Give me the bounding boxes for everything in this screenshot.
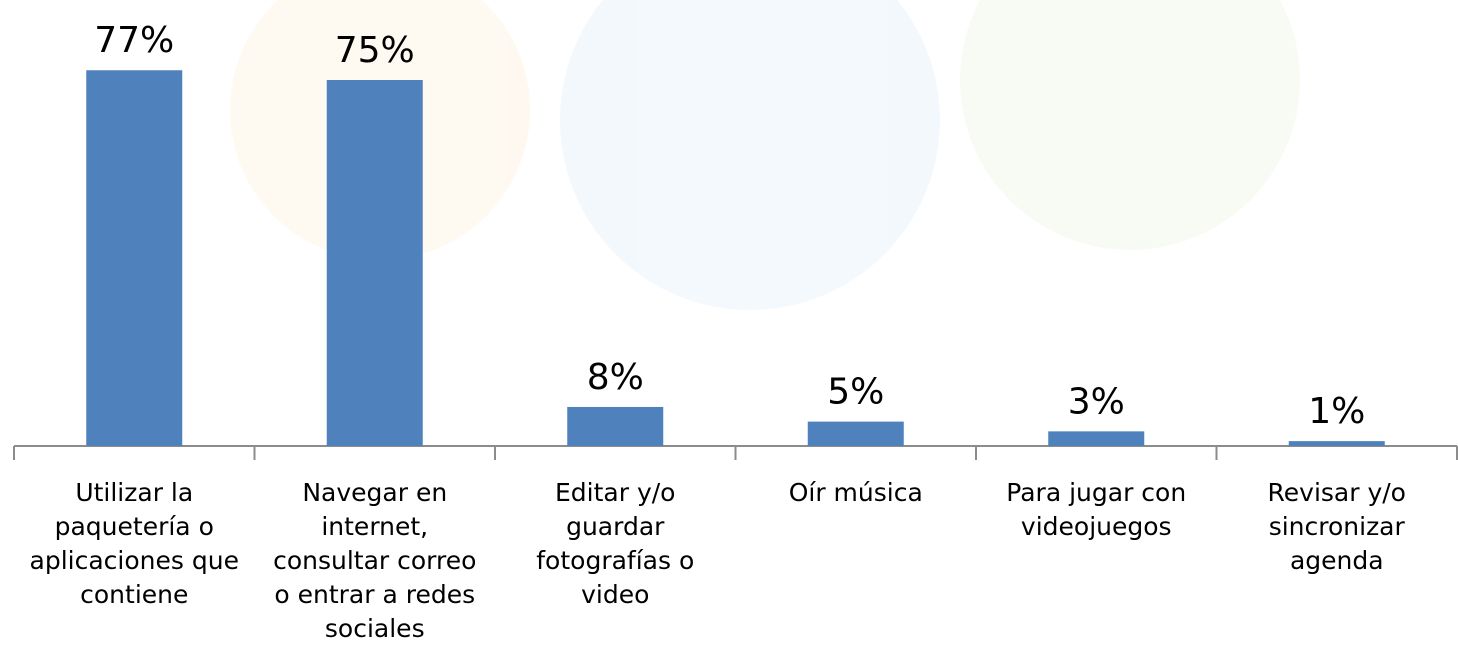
value-label: 3% — [1068, 381, 1125, 422]
bar — [327, 80, 423, 446]
value-label: 77% — [94, 20, 174, 61]
x-tick-label: Editar y/o guardar fotografías o video — [510, 476, 720, 612]
bar — [1048, 431, 1144, 446]
bar — [86, 70, 182, 446]
value-label: 5% — [827, 372, 884, 413]
x-tick-label: Para jugar con videojuegos — [991, 476, 1201, 544]
x-tick-label: Revisar y/o sincronizar agenda — [1232, 476, 1442, 578]
bar — [808, 422, 904, 446]
x-tick-label: Oír música — [751, 476, 961, 510]
chart: 77% 75% 8% 5% 3% 1% Utilizar la paquetería o … — [0, 0, 1458, 649]
bar — [567, 407, 663, 446]
x-tick-label: Navegar en internet, consultar correo o … — [270, 476, 480, 646]
value-label: 8% — [587, 357, 644, 398]
value-label: 1% — [1308, 391, 1365, 432]
x-tick-label: Utilizar la paquetería o aplicaciones qu… — [29, 476, 239, 612]
bar — [1289, 441, 1385, 446]
value-label: 75% — [335, 30, 415, 71]
